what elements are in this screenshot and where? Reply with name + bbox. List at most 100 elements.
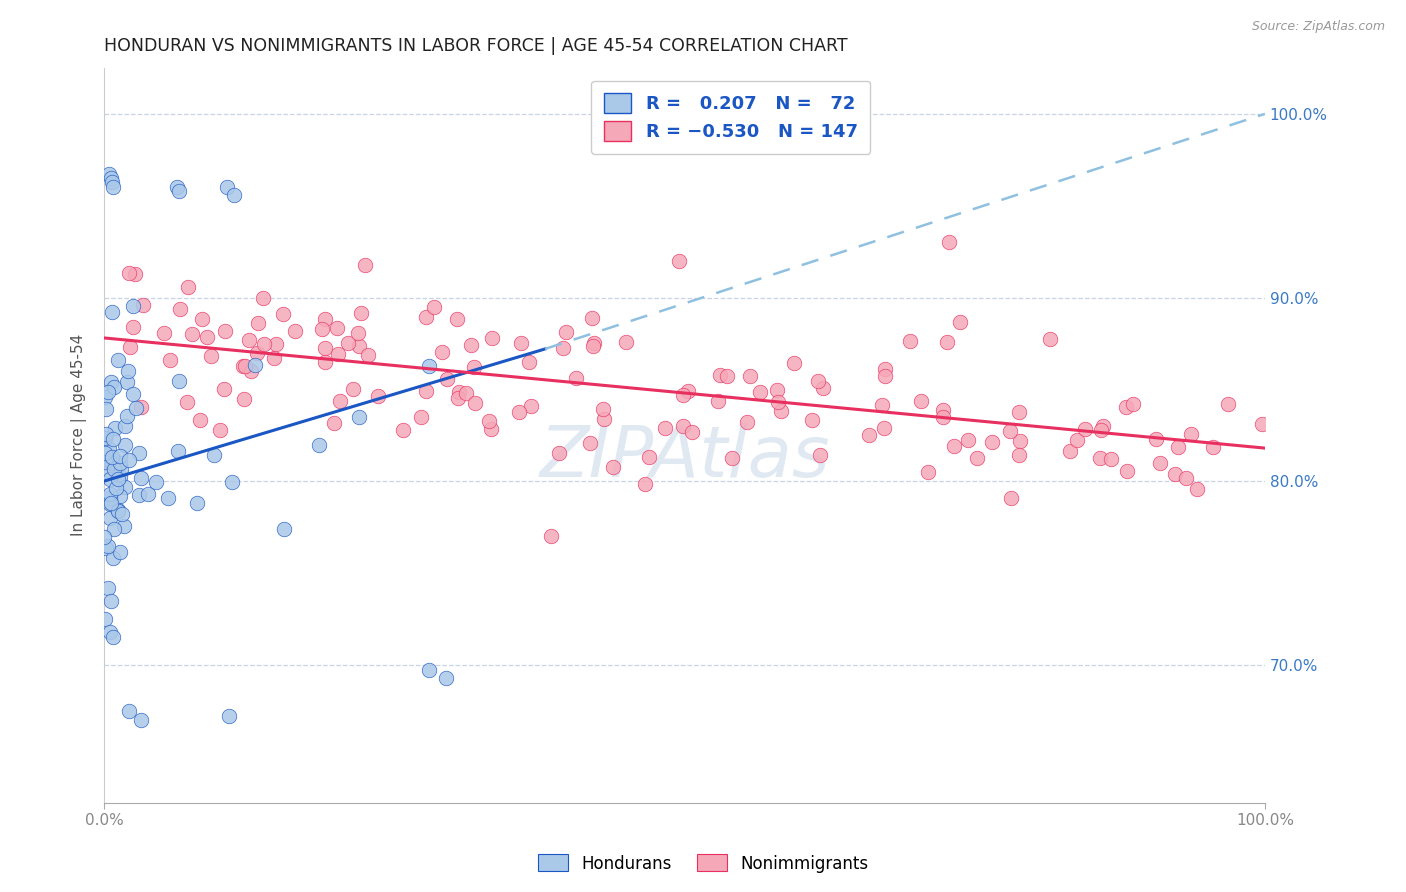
Point — [156, 491, 179, 505]
Point — [980, 435, 1002, 450]
Point — [243, 358, 266, 372]
Point — [872, 398, 894, 412]
Point — [446, 312, 468, 326]
Point — [811, 381, 834, 395]
Point — [129, 471, 152, 485]
Point — [166, 180, 188, 194]
Point — [910, 394, 932, 409]
Point — [114, 438, 136, 452]
Point — [447, 391, 470, 405]
Point — [1099, 451, 1122, 466]
Point — [103, 180, 125, 194]
Point — [460, 338, 482, 352]
Point — [749, 385, 772, 400]
Point — [115, 409, 138, 423]
Point — [117, 266, 139, 280]
Point — [347, 326, 370, 340]
Point — [392, 423, 415, 437]
Point — [246, 345, 269, 359]
Point — [120, 340, 142, 354]
Point — [110, 545, 132, 559]
Point — [118, 704, 141, 718]
Point — [707, 393, 730, 408]
Point — [122, 387, 145, 401]
Point — [314, 312, 336, 326]
Point — [350, 306, 373, 320]
Point — [716, 368, 738, 383]
Point — [681, 425, 703, 440]
Point — [547, 446, 569, 460]
Point — [314, 355, 336, 369]
Point — [177, 280, 200, 294]
Point — [555, 325, 578, 339]
Point — [218, 709, 240, 723]
Point — [349, 409, 371, 424]
Point — [783, 356, 806, 370]
Point — [98, 465, 121, 479]
Point — [94, 455, 117, 469]
Point — [672, 388, 695, 402]
Point — [98, 624, 121, 639]
Point — [122, 299, 145, 313]
Point — [540, 529, 562, 543]
Point — [721, 451, 744, 466]
Point — [1000, 491, 1022, 505]
Point — [98, 491, 121, 505]
Point — [1250, 417, 1272, 431]
Point — [124, 267, 146, 281]
Point — [432, 345, 454, 359]
Point — [100, 472, 122, 486]
Point — [117, 364, 139, 378]
Point — [94, 390, 117, 404]
Point — [807, 374, 830, 388]
Point — [188, 413, 211, 427]
Point — [464, 395, 486, 409]
Point — [583, 336, 606, 351]
Point — [966, 450, 988, 465]
Point — [342, 383, 364, 397]
Point — [186, 496, 208, 510]
Point — [128, 488, 150, 502]
Point — [221, 475, 243, 489]
Point — [93, 530, 115, 544]
Point — [935, 334, 957, 349]
Point — [128, 445, 150, 459]
Point — [510, 335, 533, 350]
Point — [246, 317, 269, 331]
Point — [271, 307, 294, 321]
Point — [454, 386, 477, 401]
Point — [481, 331, 503, 345]
Point — [875, 368, 897, 383]
Point — [898, 334, 921, 349]
Point — [353, 258, 375, 272]
Point — [94, 446, 117, 460]
Point — [181, 327, 204, 342]
Point — [129, 400, 152, 414]
Point — [337, 335, 360, 350]
Point — [96, 427, 118, 442]
Point — [1090, 423, 1112, 437]
Point — [169, 374, 191, 388]
Point — [520, 399, 543, 413]
Point — [942, 440, 965, 454]
Point — [100, 171, 122, 186]
Point — [202, 449, 225, 463]
Point — [592, 401, 614, 416]
Point — [1218, 397, 1240, 411]
Point — [101, 551, 124, 566]
Point — [1008, 405, 1031, 419]
Point — [263, 351, 285, 366]
Point — [169, 184, 191, 198]
Point — [98, 510, 121, 524]
Point — [409, 410, 432, 425]
Point — [110, 470, 132, 484]
Point — [136, 487, 159, 501]
Point — [100, 594, 122, 608]
Point — [222, 187, 245, 202]
Point — [107, 504, 129, 518]
Legend: Hondurans, Nonimmigrants: Hondurans, Nonimmigrants — [531, 847, 875, 880]
Point — [159, 352, 181, 367]
Point — [115, 375, 138, 389]
Point — [581, 310, 603, 325]
Point — [436, 372, 458, 386]
